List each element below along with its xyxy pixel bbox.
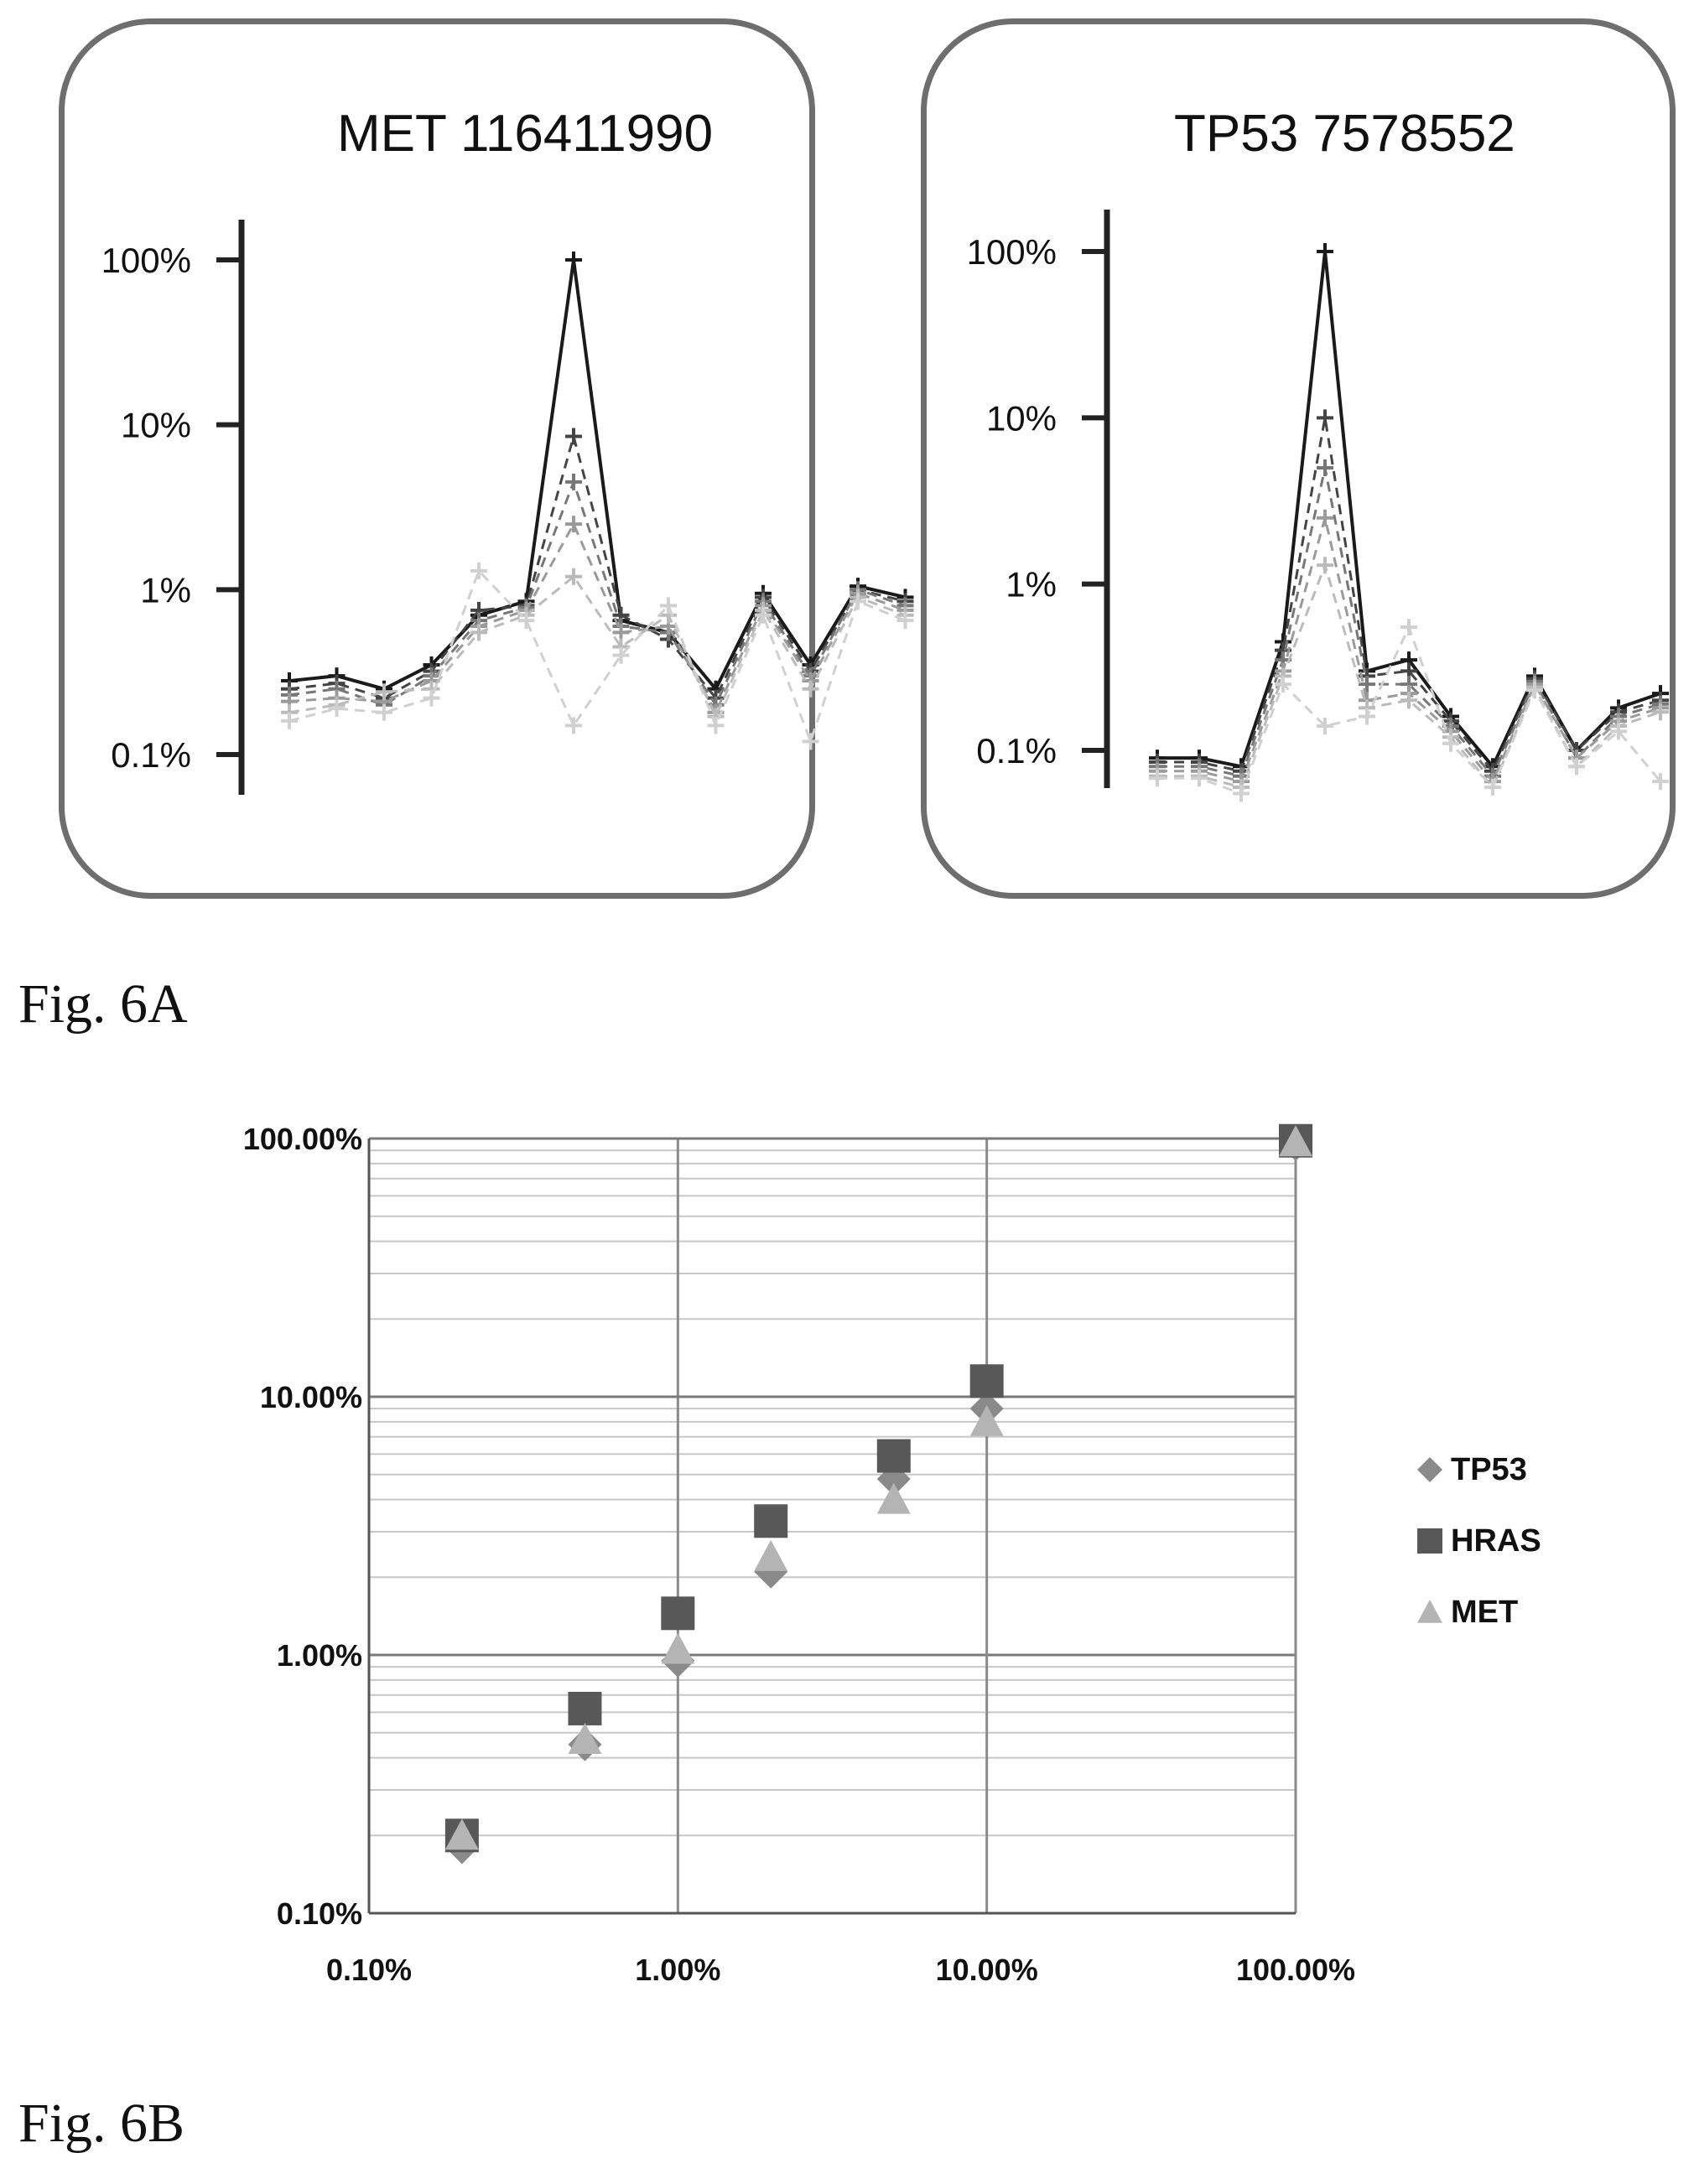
met-data-point (565, 252, 582, 268)
met-data-point (660, 597, 677, 615)
tp53-y-tick-label: 10% (986, 398, 1057, 438)
met-panel-title: MET 116411990 (337, 105, 714, 163)
met-data-point (376, 683, 392, 701)
met-data-point (754, 1539, 788, 1571)
legend-tp53-marker (1417, 1457, 1442, 1482)
met-data-point (281, 712, 298, 729)
met-data-point (470, 562, 487, 579)
tp53-data-point (1484, 779, 1501, 796)
met-data-point (470, 624, 487, 641)
met-series-line (288, 431, 906, 701)
tp53-data-point (1275, 676, 1291, 693)
tp53-panel: TP53 7578552 (921, 18, 1676, 899)
tp53-data-point (1652, 703, 1669, 721)
met-data-point (896, 612, 914, 630)
met-data-point (565, 473, 582, 490)
tp53-data-point (1442, 734, 1459, 752)
legend-tp53-label: TP53 (1451, 1452, 1527, 1487)
met-data-point (423, 689, 440, 707)
met-y-tick-label: 1% (140, 570, 191, 610)
met-data-point (661, 1632, 695, 1664)
tp53-data-point (1526, 682, 1543, 699)
met-data-point (565, 568, 582, 585)
hras-data-point (568, 1691, 602, 1725)
met-data-point (969, 1404, 1004, 1436)
met-data-point (707, 717, 725, 734)
legend-met-label: MET (1451, 1595, 1518, 1630)
tp53-data-point (1610, 723, 1627, 740)
tp53-data-point (1233, 785, 1250, 802)
met-data-point (568, 1722, 602, 1754)
fig-6a-caption: Fig. 6A (18, 973, 188, 1035)
y-tick-label: 10.00% (260, 1380, 362, 1414)
hras-data-point (969, 1364, 1004, 1398)
met-data-point (755, 606, 772, 624)
x-tick-label: 1.00% (635, 1953, 720, 1987)
y-tick-label: 0.10% (277, 1896, 362, 1931)
legend-hras-marker (1417, 1528, 1442, 1554)
met-series-line (288, 521, 907, 716)
met-y-tick-label: 10% (121, 406, 191, 445)
tp53-line-chart: 0.1% 1% 10% 100% (967, 210, 1669, 802)
met-data-point (612, 646, 630, 664)
met-y-tick-label: 0.1% (111, 735, 191, 775)
hras-data-point (754, 1504, 788, 1538)
met-data-point (376, 703, 392, 721)
met-data-point (565, 717, 582, 734)
tp53-data-point (1568, 758, 1585, 776)
met-panel: MET 116411990 (59, 18, 815, 899)
tp53-data-point (1317, 243, 1333, 260)
met-data-point (444, 1818, 479, 1850)
x-tick-label: 100.00% (1236, 1953, 1355, 1987)
met-data-point (612, 624, 630, 641)
tp53-data-point (1317, 509, 1333, 527)
met-data-point (802, 733, 819, 750)
tp53-y-tick-label: 1% (1005, 565, 1057, 604)
met-y-tick-label: 100% (101, 241, 191, 280)
y-tick-label: 100.00% (243, 1122, 362, 1156)
tp53-panel-title: TP53 7578552 (1174, 105, 1515, 163)
tp53-data-point (1317, 557, 1333, 574)
met-series-line (288, 568, 907, 745)
hras-data-point (661, 1596, 695, 1631)
tp53-data-point (1317, 409, 1333, 427)
legend-hras-label: HRAS (1451, 1523, 1541, 1559)
x-tick-label: 0.10% (326, 1953, 412, 1987)
fig-6b-caption: Fig. 6B (18, 2093, 185, 2154)
tp53-data-point (1149, 770, 1166, 787)
met-data-point (1279, 1125, 1312, 1157)
tp53-data-point (1359, 708, 1375, 725)
tp53-data-point (1191, 770, 1208, 787)
scatter-chart: 0.10% 1.00% 10.00% 100.00% 0.10% 1.00% 10.00% 1… (243, 1122, 1541, 1987)
met-data-point (517, 612, 535, 630)
tp53-data-point (1400, 692, 1417, 709)
legend-met-marker (1417, 1600, 1442, 1623)
met-data-point (876, 1482, 911, 1514)
met-data-point (565, 516, 582, 533)
met-data-point (850, 593, 866, 610)
hras-data-point (876, 1439, 911, 1473)
tp53-data-point (1359, 676, 1375, 693)
y-tick-label: 1.00% (277, 1638, 362, 1673)
tp53-series-line (1157, 418, 1661, 774)
tp53-data-point (1400, 619, 1417, 636)
met-series-line (288, 259, 906, 693)
met-data-point (802, 680, 819, 698)
met-data-point (328, 700, 346, 718)
x-tick-label: 10.00% (936, 1953, 1038, 1987)
tp53-y-tick-label: 0.1% (976, 731, 1057, 770)
tp53-data-point (1317, 459, 1333, 477)
met-line-chart: 0.1% 1% 10% 100% (101, 220, 914, 795)
met-data-point (565, 428, 582, 445)
tp53-data-point (1652, 773, 1669, 791)
tp53-data-point (1317, 718, 1333, 735)
tp53-y-tick-label: 100% (967, 232, 1057, 272)
